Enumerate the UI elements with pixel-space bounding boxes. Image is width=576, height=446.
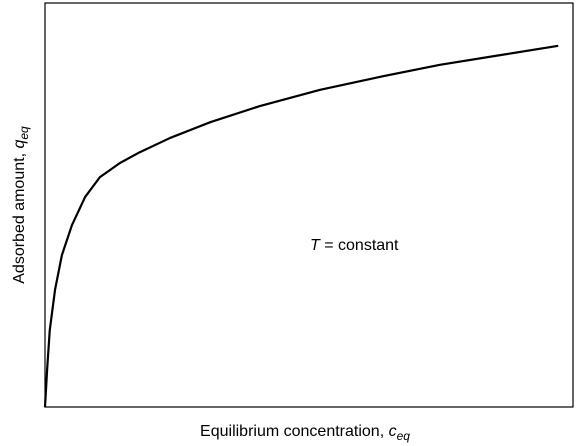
plot-frame [44, 2, 574, 408]
y-label-text: Adsorbed amount, [11, 149, 28, 284]
annotation-symbol: T [310, 237, 321, 254]
y-label-subscript: eq [17, 126, 31, 140]
isotherm-line [43, 44, 559, 408]
y-label-symbol: q [11, 140, 28, 149]
annotation: T = constant [310, 237, 399, 254]
x-axis-label: Equilibrium concentration, ceq [200, 423, 410, 443]
x-label-text: Equilibrium concentration, [200, 423, 389, 440]
y-axis-label: Adsorbed amount, qeq [11, 126, 31, 284]
x-label-symbol: c [389, 423, 397, 440]
annotation-text: = constant [320, 237, 399, 254]
x-label-subscript: eq [397, 429, 411, 443]
